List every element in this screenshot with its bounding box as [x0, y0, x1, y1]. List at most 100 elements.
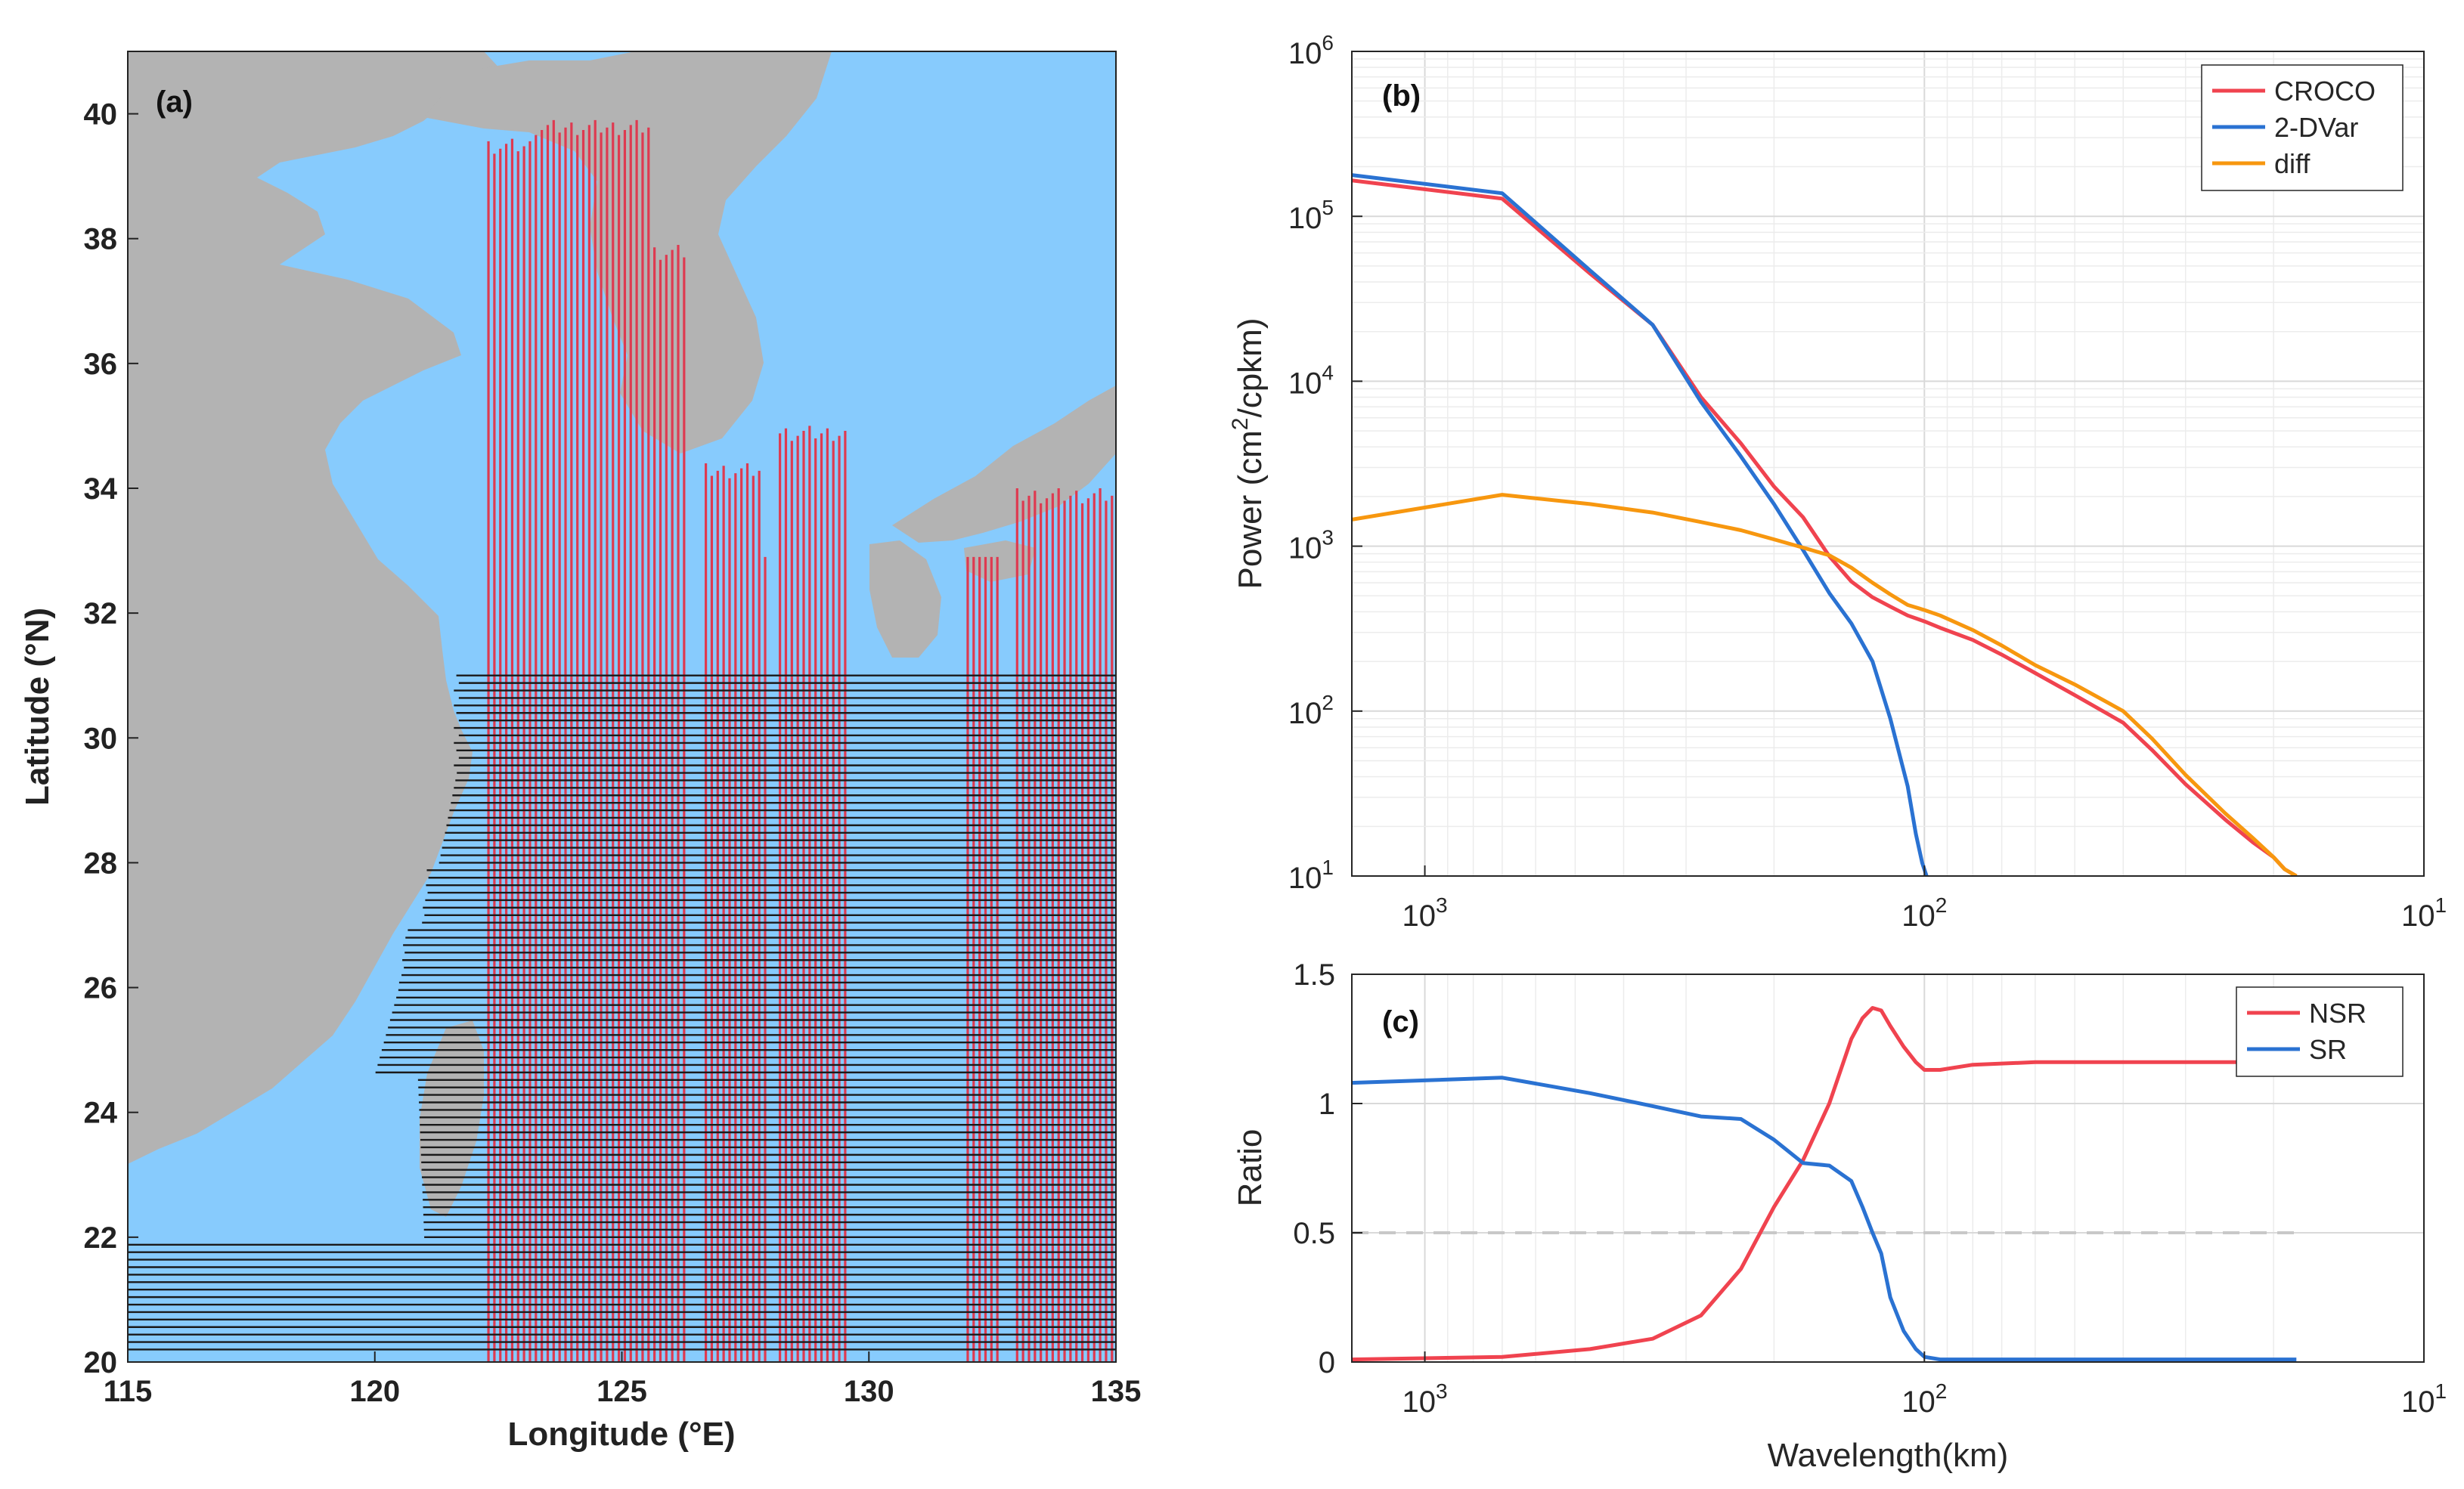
panel-b-ytick-label-0: 101 [1288, 856, 1334, 895]
panel-b-legend: CROCO 2-DVar diff [2201, 64, 2404, 191]
panel-a: 115 120 125 130 135 20 22 24 26 28 30 32 34 36 38 40 (… [19, 51, 1141, 1453]
panel-c-ytick-label-1: 0.5 [1293, 1217, 1335, 1250]
panel-b-ytick-label-2: 103 [1288, 526, 1334, 565]
land-japan-kyushu [869, 540, 941, 658]
panel-c-xtick-label-0-exp: 3 [1436, 1379, 1448, 1403]
panel-c-legend: NSR SR [2236, 986, 2404, 1077]
panel-b-ytick-label-2-exp: 3 [1322, 526, 1334, 549]
panel-c-ytick-label-0: 0 [1319, 1346, 1335, 1379]
panel-c-xtick-label-1-base: 10 [1901, 1385, 1936, 1419]
panel-c-xtick-label-0: 103 [1402, 1379, 1448, 1419]
panel-b-ytick-label-0-exp: 1 [1322, 856, 1334, 879]
panel-b-ytick-label-1: 102 [1288, 691, 1334, 730]
panel-a-ytick-label-1: 22 [84, 1221, 118, 1255]
panel-b-legend-label-1: 2-DVar [2274, 112, 2358, 143]
land-masses [128, 51, 1116, 1217]
panel-a-ytick-label-6: 32 [84, 597, 118, 630]
panel-b-xtick-label-1-base: 10 [1901, 899, 1936, 933]
horizontal-tracks [128, 674, 1116, 1351]
panel-b-ytick-label-4: 105 [1288, 196, 1334, 235]
panel-a-y-axis: 20 22 24 26 28 30 32 34 36 38 40 [84, 98, 138, 1379]
panel-b-ytick-label-4-base: 10 [1288, 202, 1322, 235]
panel-c-xtick-label-2-base: 10 [2401, 1385, 2435, 1419]
panel-b-ytick-label-5-base: 10 [1288, 37, 1322, 70]
panel-a-ytick-label-9: 38 [84, 223, 118, 256]
panel-b-ytick-label-3-base: 10 [1288, 367, 1322, 400]
panel-b-legend-label-0: CROCO [2274, 76, 2376, 107]
land-china [128, 51, 503, 1164]
panel-a-xtick-label-0: 115 [104, 1375, 153, 1408]
panel-c-xtick-label-0-base: 10 [1402, 1385, 1437, 1419]
panel-c-xtick-label-2: 101 [2401, 1379, 2447, 1419]
panel-c-series-NSR [1352, 1006, 2297, 1362]
ylabel-sup: 2 [1228, 418, 1253, 431]
panel-a-ytick-label-4: 28 [84, 847, 118, 880]
panel-b-xtick-label-1-exp: 2 [1936, 893, 1948, 917]
panel-b-label: (b) [1382, 79, 1421, 113]
panel-a-xtick-label-2: 125 [597, 1375, 647, 1408]
panel-c-ytick-label-2: 1 [1319, 1088, 1335, 1121]
panel-b-ytick-label-2-base: 10 [1288, 532, 1322, 565]
panel-c-ytick-label-3: 1.5 [1293, 958, 1335, 992]
panel-b-series [1352, 173, 2298, 876]
land-japan-honshu [892, 385, 1116, 543]
panel-b-ytick-label-3-exp: 4 [1322, 361, 1334, 384]
panel-b-ytick-label-1-base: 10 [1288, 697, 1322, 730]
panel-a-ytick-label-0: 20 [84, 1346, 118, 1379]
panel-b-ytick-label-0-base: 10 [1288, 862, 1322, 895]
panel-a-xtick-label-3: 130 [844, 1375, 894, 1408]
panel-c-xtick-label-2-exp: 1 [2435, 1379, 2447, 1403]
panel-a-ytick-label-7: 34 [84, 472, 118, 506]
panel-c-xtick-label-1-exp: 2 [1936, 1379, 1948, 1403]
panel-b-series-CROCO [1352, 178, 2298, 876]
panel-a-label: (a) [156, 85, 193, 119]
panel-b-xtick-label-2-base: 10 [2401, 899, 2435, 933]
panel-c-xlabel: Wavelength(km) [1768, 1437, 2009, 1474]
panel-b-xtick-label-0-exp: 3 [1436, 893, 1448, 917]
panel-c-ylabel: Ratio [1232, 1129, 1269, 1207]
panel-b-xtick-label-2-exp: 1 [2435, 893, 2447, 917]
panel-a-ytick-label-10: 40 [84, 98, 118, 132]
panel-b-frame [1351, 51, 2425, 877]
panel-b-ytick-label-1-exp: 2 [1322, 691, 1334, 714]
panel-a-ylabel: Latitude (°N) [19, 608, 56, 806]
panel-a-ytick-label-2: 24 [84, 1097, 118, 1130]
panel-b-xtick-label-1: 102 [1901, 893, 1947, 933]
panel-b-ylabel: Power (cm2/cpkm) [1228, 318, 1269, 590]
panel-c-legend-label-0: NSR [2309, 998, 2366, 1029]
panel-c-frame [1351, 974, 2425, 1363]
panel-c-label: (c) [1382, 1005, 1419, 1039]
panel-b-series-2-DVar [1352, 173, 1929, 876]
panel-c-legend-box [2236, 986, 2404, 1077]
ylabel-part-1: Power (cm [1232, 430, 1269, 589]
panel-b-ytick-label-5-exp: 6 [1322, 31, 1334, 54]
panel-b-ytick-label-4-exp: 5 [1322, 196, 1334, 219]
panel-b-xtick-label-0: 103 [1402, 893, 1448, 933]
panel-b-ytick-label-3: 104 [1288, 361, 1334, 400]
land-taiwan [420, 1020, 484, 1217]
panel-a-ytick-label-3: 26 [84, 972, 118, 1005]
panel-b-legend-box [2201, 64, 2404, 191]
panel-b-xtick-label-2: 101 [2401, 893, 2447, 933]
panel-c-legend-label-1: SR [2309, 1034, 2347, 1065]
panel-a-ytick-label-5: 30 [84, 722, 118, 755]
panel-a-xtick-label-4: 135 [1091, 1375, 1142, 1408]
panel-a-xtick-label-1: 120 [349, 1375, 400, 1408]
panel-a-ytick-label-8: 36 [84, 348, 118, 381]
panel-b-series-diff [1352, 493, 2298, 876]
panel-c-series [1352, 1006, 2297, 1362]
panel-c-series-SR [1352, 1076, 2297, 1362]
panel-b-legend-label-2: diff [2274, 148, 2311, 179]
ylabel-part-2: /cpkm) [1232, 318, 1269, 418]
panel-c-xtick-label-1: 102 [1901, 1379, 1947, 1419]
land-korea [423, 51, 832, 454]
panel-a-xlabel: Longitude (°E) [507, 1416, 735, 1453]
panel-b-xtick-label-0-base: 10 [1402, 899, 1437, 933]
panel-b-ytick-label-5: 106 [1288, 31, 1334, 70]
